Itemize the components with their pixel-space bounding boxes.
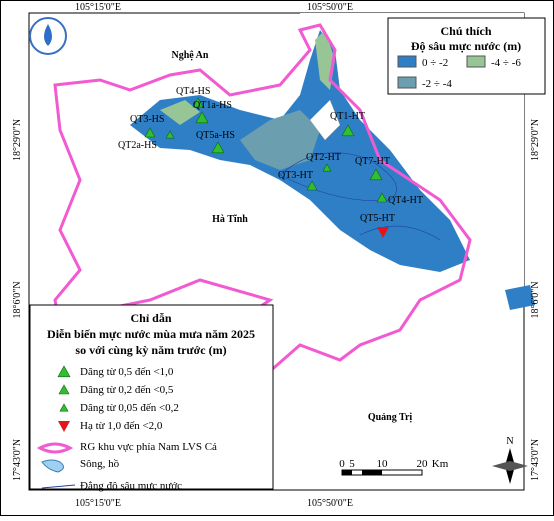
legend-label: 0 ÷ -2: [422, 57, 448, 69]
well-label: QT3-HT: [278, 170, 313, 181]
logo-drop: [44, 24, 52, 46]
zone-2-4: [240, 110, 320, 170]
well-label: QT3-HS: [130, 114, 164, 125]
scale-label: 5: [349, 458, 355, 470]
well-marker: [58, 384, 70, 395]
well-marker: [376, 192, 388, 203]
legend-title: Chú thích: [440, 24, 491, 38]
zone-4-6: [160, 100, 200, 125]
well-label: QT4-HT: [388, 195, 423, 206]
north-label: N: [506, 436, 513, 447]
guide-label: Dâng từ 0,05 đến <0,2: [80, 402, 179, 414]
guide-label: Dâng từ 0,5 đến <1,0: [80, 366, 174, 378]
scale-unit: Km: [432, 458, 449, 470]
guide-legend: [29, 304, 274, 490]
well-label: QT2-HT: [306, 152, 341, 163]
scale-seg: [362, 470, 382, 475]
place-label: Hà Tĩnh: [212, 214, 248, 225]
well-marker: [369, 168, 383, 181]
legend-label: -4 ÷ -6: [491, 57, 521, 69]
well-marker: [377, 227, 389, 238]
lake: [505, 285, 535, 310]
guide-label: Đẳng độ sâu mực nước: [80, 480, 182, 492]
coord-label: 105°15'0"E: [75, 2, 121, 13]
scale-seg: [342, 470, 352, 475]
well-marker: [144, 127, 156, 138]
coord-label: 17°43'0"N: [530, 439, 541, 481]
well-marker: [195, 111, 209, 124]
coord-label: 18°29'0"N: [530, 119, 541, 161]
legend-swatch: [397, 55, 417, 68]
well-marker: [211, 141, 225, 154]
coord-label: 105°50'0"E: [307, 2, 353, 13]
well-marker: [341, 124, 355, 137]
isoline: [359, 225, 441, 241]
well-marker: [322, 163, 332, 172]
guide-label: Dâng từ 0,2 đến <0,5: [80, 384, 174, 396]
scale-label: 0: [339, 458, 345, 470]
well-marker: [192, 97, 204, 108]
legend-swatch: [397, 76, 417, 89]
coord-label: 17°43'0"N: [12, 439, 23, 481]
north-arrow: [492, 461, 528, 471]
guide-subtitle: Diễn biến mực nước mùa mưa năm 2025: [47, 327, 255, 341]
coord-label: 18°29'0"N: [12, 119, 23, 161]
legend-swatch: [466, 55, 486, 68]
well-marker: [59, 403, 69, 412]
hill: [309, 99, 341, 141]
well-label: QT5a-HS: [196, 130, 235, 141]
well-marker: [57, 365, 71, 378]
guide-label: Hạ từ 1,0 đến <2,0: [80, 420, 163, 432]
water-symbol: [41, 459, 64, 473]
well-marker: [306, 180, 318, 191]
boundary-symbol: [36, 442, 74, 454]
coord-label: 18°6'0"N: [530, 281, 541, 318]
coord-label: 105°15'0"E: [75, 498, 121, 509]
coord-label: 18°6'0"N: [12, 281, 23, 318]
place-label: Nghệ An: [172, 50, 209, 61]
legend-subtitle: Độ sâu mực nước (m): [411, 39, 521, 53]
coord-label: 105°50'0"E: [307, 498, 353, 509]
scale-label: 10: [377, 458, 389, 470]
isoline: [279, 152, 397, 201]
well-marker: [58, 421, 70, 432]
guide-label: Sông, hồ: [80, 458, 120, 470]
well-label: QT4-HS: [176, 86, 210, 97]
well-label: QT1-HT: [330, 111, 365, 122]
well-label: QT7-HT: [355, 156, 390, 167]
well-label: QT5-HT: [360, 213, 395, 224]
scale-label: 20: [417, 458, 429, 470]
well-label: QT1a-HS: [193, 100, 232, 111]
isoline-symbol: [41, 484, 76, 489]
place-label: Quảng Trị: [368, 412, 413, 423]
guide-label: RG khu vực phía Nam LVS Cá: [80, 441, 217, 453]
legend-label: -2 ÷ -4: [422, 78, 452, 90]
well-marker: [165, 130, 175, 139]
well-label: QT2a-HS: [118, 140, 157, 151]
guide-title: Chỉ dẫn: [130, 311, 171, 325]
guide-subtitle: so với cùng kỳ năm trước (m): [75, 343, 226, 357]
